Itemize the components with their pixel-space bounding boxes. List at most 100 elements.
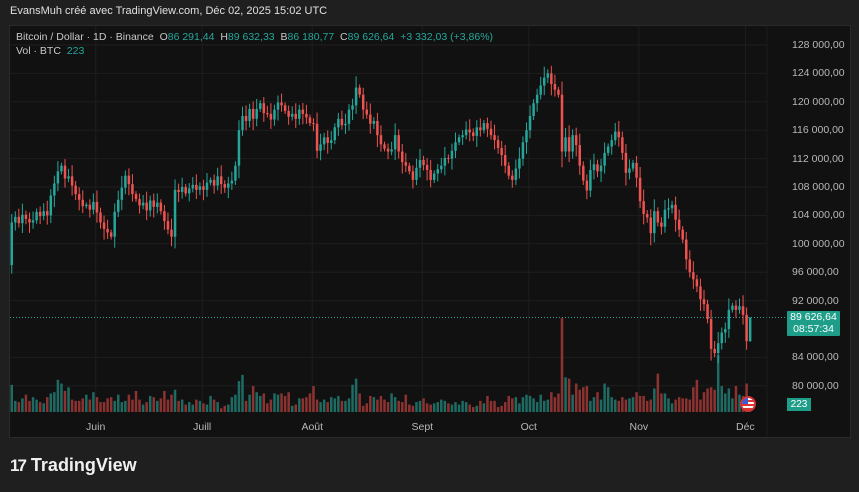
candle [550,65,553,96]
candle [315,112,319,159]
volume-bar [120,402,124,412]
candle [660,217,663,235]
volume-bar [670,403,674,412]
candle-body [63,165,67,179]
candle [496,135,500,154]
volume-bar [298,398,301,412]
candle [514,159,518,186]
current-volume-label: 223 [787,398,811,411]
tradingview-logo-text: TradingView [30,455,137,475]
candle-body [727,309,731,329]
candle-body [159,202,163,212]
volume-bar [230,397,234,412]
candle [376,112,379,148]
volume-bar [92,392,95,412]
chart-attribution: EvansMuh créé avec TradingView.com, Déc … [10,5,328,17]
volume-bar [724,393,727,412]
volume-legend-label[interactable]: Vol · BTC [16,45,61,57]
candle-body [290,113,294,117]
candle [553,74,557,97]
volume-bar [415,402,418,412]
volume-bar [241,374,244,412]
us-flag-icon[interactable] [740,396,756,412]
candle-body [219,176,223,185]
candle [564,127,567,158]
candle [393,123,397,161]
price-tick-label: 120 000,00 [792,95,845,108]
volume-bar [56,379,60,412]
bar-countdown: 08:57:34 [793,323,834,335]
volume-bar [99,402,102,412]
symbol-label[interactable]: Bitcoin / Dollar · 1D · Binance [16,31,154,43]
volume-bar [166,399,170,412]
candle [290,106,294,121]
candle [17,208,21,228]
candle-body [660,222,663,227]
volume-bar [195,399,198,412]
volume-bar [290,405,294,412]
volume-bar [525,394,528,412]
volume-bar [358,393,361,412]
candle-body [397,135,400,152]
candle-body [205,182,209,190]
candle-body [546,73,550,78]
candle [85,202,88,209]
candle-body [667,208,670,210]
volume-bar [667,398,670,412]
candle-body [656,211,660,223]
candle [479,118,482,137]
candle [248,103,251,128]
price-tick-label: 124 000,00 [792,67,845,80]
volume-bar [429,404,432,412]
volume-bar [709,387,713,412]
candle [649,209,652,246]
volume-bar [681,398,684,412]
candle-body [553,84,557,90]
volume-bar [337,395,340,412]
volume-bar [599,399,603,412]
volume-bar [383,399,386,412]
volume-bar [716,355,720,412]
volume-bar [578,389,581,412]
candle [141,194,145,210]
volume-bar [205,404,209,412]
volume-bar [141,404,145,412]
candle-body [180,187,184,192]
candle [425,158,429,181]
candle-body [10,222,13,266]
volume-bar [191,404,195,412]
candle [528,105,532,139]
candle-body [521,142,525,159]
candle-body [326,137,329,143]
volume-bar [585,386,589,412]
volume-bar [31,397,35,412]
price-tick-label: 108 000,00 [792,181,845,193]
candle-body [702,299,706,305]
volume-bar [635,392,638,412]
chart-panel[interactable] [9,25,851,438]
volume-bar [88,399,92,412]
candle-body [461,135,464,138]
candle-body [276,102,280,110]
current-price-value: 89 626,64 [790,311,837,323]
volume-bar [259,395,262,412]
candle-body [493,135,496,141]
candle [67,168,70,183]
candle [102,215,106,240]
price-tick-label: 128 000,00 [792,39,845,51]
candle [624,143,628,186]
candle-body [106,228,109,233]
candle-body [53,183,56,196]
volume-bar [63,390,67,412]
volume-bar [95,397,99,412]
candle-body [216,176,219,186]
volume-bar [198,400,202,412]
volume-bar [53,392,56,412]
candle [337,112,340,136]
volume-bar [124,400,127,412]
candle [706,299,709,324]
candle [653,199,656,243]
candle [198,182,202,196]
volume-bar [244,400,248,412]
